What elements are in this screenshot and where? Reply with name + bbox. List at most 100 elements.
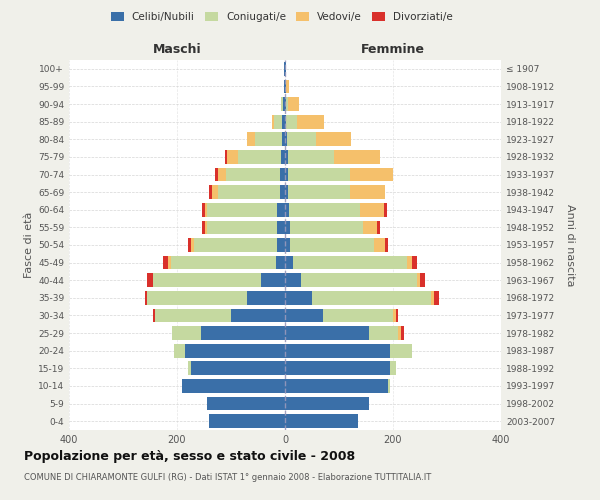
Bar	[285, 379, 388, 393]
Bar	[256, 132, 283, 146]
Bar	[287, 132, 316, 146]
Bar	[286, 97, 288, 111]
Bar	[171, 256, 277, 270]
Bar	[301, 274, 418, 287]
Bar	[152, 308, 155, 322]
Bar	[316, 132, 352, 146]
Bar	[285, 256, 293, 270]
Bar	[431, 291, 433, 304]
Bar	[182, 379, 285, 393]
Bar	[207, 203, 277, 216]
Bar	[218, 168, 226, 181]
Bar	[285, 326, 368, 340]
Text: Femmine: Femmine	[361, 44, 425, 57]
Bar	[377, 220, 380, 234]
Bar	[205, 203, 207, 216]
Bar	[224, 150, 227, 164]
Bar	[420, 274, 425, 287]
Bar	[285, 203, 289, 216]
Bar	[280, 186, 285, 199]
Text: COMUNE DI CHIARAMONTE GULFI (RG) - Dati ISTAT 1° gennaio 2008 - Elaborazione TUT: COMUNE DI CHIARAMONTE GULFI (RG) - Dati …	[24, 472, 431, 482]
Bar	[323, 308, 393, 322]
Legend: Celibi/Nubili, Coniugati/e, Vedovi/e, Divorziati/e: Celibi/Nubili, Coniugati/e, Vedovi/e, Di…	[107, 8, 457, 26]
Bar	[283, 115, 285, 128]
Y-axis label: Anni di nascita: Anni di nascita	[565, 204, 575, 286]
Bar	[288, 150, 334, 164]
Bar	[285, 308, 323, 322]
Bar	[260, 274, 285, 287]
Bar	[285, 186, 288, 199]
Bar	[145, 291, 148, 304]
Bar	[285, 115, 286, 128]
Bar	[215, 168, 218, 181]
Y-axis label: Fasce di età: Fasce di età	[24, 212, 34, 278]
Bar	[289, 203, 359, 216]
Bar	[285, 168, 288, 181]
Bar	[169, 256, 171, 270]
Bar	[391, 362, 396, 375]
Bar	[418, 274, 420, 287]
Bar	[227, 150, 238, 164]
Bar	[290, 220, 363, 234]
Bar	[285, 97, 286, 111]
Bar	[274, 115, 283, 128]
Bar	[285, 150, 288, 164]
Bar	[364, 220, 377, 234]
Bar	[202, 220, 205, 234]
Bar	[368, 326, 398, 340]
Bar	[285, 132, 287, 146]
Bar	[163, 256, 169, 270]
Bar	[238, 150, 281, 164]
Bar	[385, 238, 388, 252]
Bar	[388, 379, 391, 393]
Bar	[277, 238, 285, 252]
Bar	[293, 256, 407, 270]
Bar	[191, 238, 194, 252]
Bar	[247, 132, 256, 146]
Bar	[281, 150, 285, 164]
Bar	[206, 396, 285, 410]
Bar	[209, 414, 285, 428]
Text: Popolazione per età, sesso e stato civile - 2008: Popolazione per età, sesso e stato civil…	[24, 450, 355, 463]
Bar	[285, 80, 286, 94]
Bar	[288, 186, 350, 199]
Bar	[191, 362, 285, 375]
Bar	[285, 362, 391, 375]
Bar	[285, 220, 290, 234]
Bar	[312, 291, 431, 304]
Bar	[384, 203, 386, 216]
Bar	[207, 220, 277, 234]
Bar	[185, 344, 285, 358]
Bar	[350, 168, 393, 181]
Bar	[407, 256, 412, 270]
Bar	[288, 168, 350, 181]
Bar	[288, 97, 299, 111]
Bar	[194, 238, 277, 252]
Bar	[396, 308, 398, 322]
Bar	[285, 274, 301, 287]
Bar	[290, 238, 374, 252]
Bar	[148, 291, 247, 304]
Bar	[398, 326, 401, 340]
Bar	[359, 203, 384, 216]
Bar	[226, 168, 280, 181]
Bar	[285, 344, 391, 358]
Bar	[284, 62, 285, 76]
Bar	[391, 344, 412, 358]
Bar	[412, 256, 418, 270]
Bar	[152, 274, 260, 287]
Bar	[277, 203, 285, 216]
Bar	[284, 80, 285, 94]
Bar	[212, 186, 218, 199]
Bar	[393, 308, 396, 322]
Bar	[285, 62, 286, 76]
Bar	[285, 238, 290, 252]
Bar	[286, 115, 297, 128]
Bar	[277, 220, 285, 234]
Bar	[433, 291, 439, 304]
Bar	[247, 291, 285, 304]
Bar	[277, 256, 285, 270]
Bar	[285, 396, 368, 410]
Bar	[188, 362, 191, 375]
Bar	[148, 274, 152, 287]
